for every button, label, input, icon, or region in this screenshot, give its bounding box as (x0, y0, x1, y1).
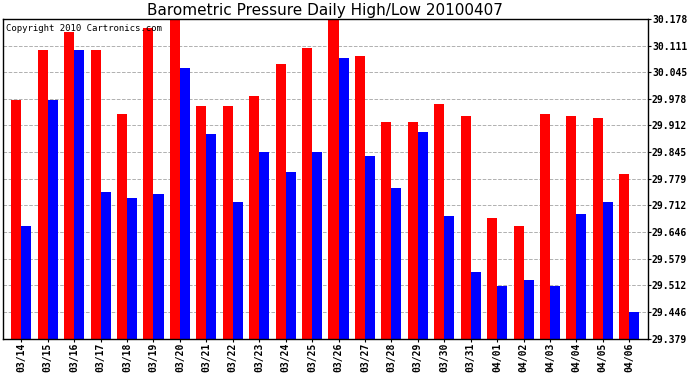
Bar (48, 100, 58, 339)
Bar (196, 106, 206, 339)
Text: Copyright 2010 Cartronics.com: Copyright 2010 Cartronics.com (6, 24, 162, 33)
Bar (180, 68, 190, 339)
Bar (487, 218, 497, 339)
Bar (444, 216, 454, 339)
Bar (603, 202, 613, 339)
Bar (550, 286, 560, 339)
Bar (576, 214, 586, 339)
Bar (391, 188, 402, 339)
Bar (38, 50, 48, 339)
Bar (471, 272, 481, 339)
Bar (249, 96, 259, 339)
Bar (64, 32, 74, 339)
Bar (286, 172, 296, 339)
Bar (74, 50, 84, 339)
Bar (259, 152, 269, 339)
Bar (101, 192, 110, 339)
Bar (593, 118, 603, 339)
Bar (275, 64, 286, 339)
Bar (339, 58, 348, 339)
Bar (540, 114, 550, 339)
Bar (524, 280, 533, 339)
Bar (21, 226, 31, 339)
Bar (144, 28, 153, 339)
Bar (11, 100, 21, 339)
Bar (355, 56, 365, 339)
Bar (302, 48, 312, 339)
Bar (566, 116, 576, 339)
Title: Barometric Pressure Daily High/Low 20100407: Barometric Pressure Daily High/Low 20100… (148, 3, 503, 18)
Bar (90, 50, 101, 339)
Bar (153, 194, 164, 339)
Bar (408, 122, 418, 339)
Bar (497, 286, 507, 339)
Bar (382, 122, 391, 339)
Bar (233, 202, 243, 339)
Bar (513, 226, 524, 339)
Bar (170, 20, 180, 339)
Bar (629, 312, 640, 339)
Bar (418, 132, 428, 339)
Bar (328, 10, 339, 339)
Bar (127, 198, 137, 339)
Bar (312, 152, 322, 339)
Bar (365, 156, 375, 339)
Bar (223, 106, 233, 339)
Bar (434, 104, 444, 339)
Bar (206, 134, 217, 339)
Bar (117, 114, 127, 339)
Bar (619, 174, 629, 339)
Bar (461, 116, 471, 339)
